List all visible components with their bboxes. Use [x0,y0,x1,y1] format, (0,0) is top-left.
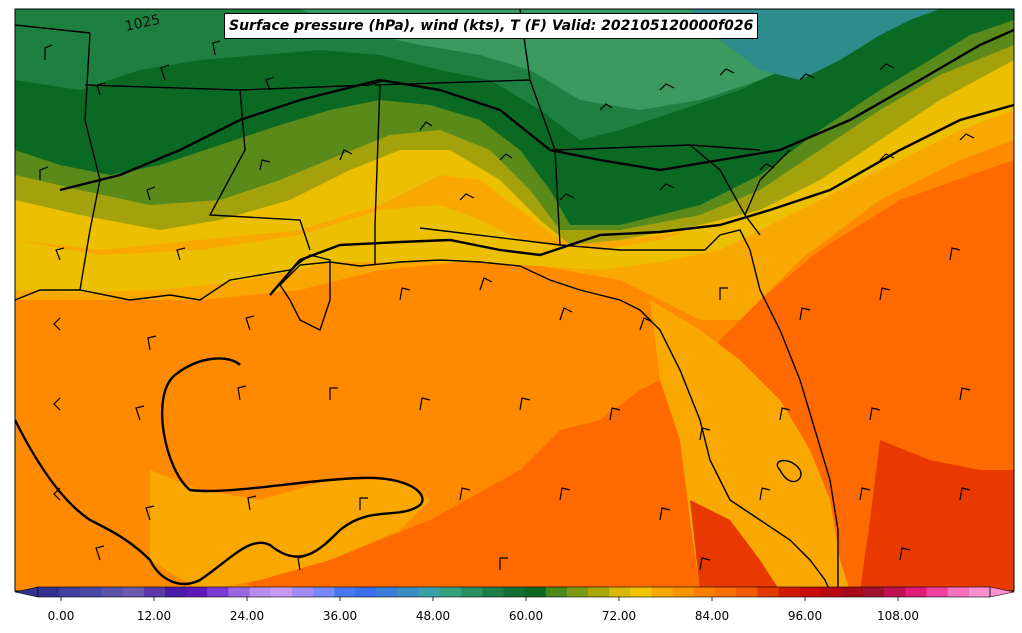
colorbar-swatch [397,587,420,597]
colorbar-tick-label: 84.00 [695,609,729,623]
bay-outline [776,459,802,483]
colorbar-swatch [884,587,906,597]
colorbar-swatch [482,587,504,597]
colorbar-swatch [545,587,568,597]
colorbar-tick-label: 108.00 [877,609,919,623]
colorbar-tick-label: 72.00 [602,609,636,623]
colorbar [14,586,1015,598]
isobar-loop [15,374,424,586]
colorbar-swatch [101,587,124,597]
colorbar-swatch [80,587,102,597]
colorbar-swatch [693,587,716,597]
colorbar-swatch [164,587,187,597]
colorbar-swatch [672,587,695,597]
colorbar-swatch [59,587,81,597]
colorbar-swatch [905,587,928,597]
colorbar-swatch [270,587,293,597]
colorbar-frame [37,586,991,598]
temp-band-red-orange-atlantic [860,440,1014,591]
colorbar-swatch [947,587,970,597]
temp-band-red-orange [690,500,780,591]
colorbar-swatch [313,587,335,597]
colorbar-swatch [820,587,843,597]
colorbar-swatch [714,587,737,597]
colorbar-tick-label: 96.00 [788,609,822,623]
isobar-north [59,28,1014,192]
colorbar-swatch [143,587,166,597]
colorbar-ticks: 0.00 12.00 24.00 36.00 48.00 60.00 72.00… [48,597,919,623]
colorbar-swatch [609,587,631,597]
wind-barbs [39,40,975,571]
colorbar-tick-label: 48.00 [416,609,450,623]
colorbar-tick-label: 24.00 [230,609,264,623]
colorbar-swatch [439,587,462,597]
colorbar-swatch [926,587,949,597]
colorbar-swatch [778,587,801,597]
colorbar-swatch [757,587,779,597]
isobar-central [269,103,1014,296]
colorbar-swatch [841,587,864,597]
colorbar-swatch [566,587,589,597]
gulf-coastline [15,254,831,591]
colorbar-swatch [249,587,272,597]
colorbar-swatch [355,587,377,597]
map-title: Surface pressure (hPa), wind (kts), T (F… [224,13,759,39]
colorbar-swatch [863,587,885,597]
isobar-loop-top [174,357,241,376]
colorbar-swatch [418,587,441,597]
colorbar-swatch [524,587,547,597]
colorbar-swatch [799,587,822,597]
temp-band-orange-lower [15,420,260,591]
colorbar-tick-label: 60.00 [509,609,543,623]
isobar-label-1025: 1025 [124,12,162,35]
colorbar-swatch [228,587,251,597]
isobar-layer [15,28,1014,586]
colorbar-tick-label: 36.00 [323,609,357,623]
atlantic-coastline [704,229,839,591]
colorbar-swatch [461,587,483,597]
colorbar-tick-label: 12.00 [137,609,171,623]
colorbar-swatch [588,587,610,597]
colorbar-swatch [651,587,674,597]
colorbar-swatch [122,587,145,597]
colorbar-swatch [207,587,229,597]
colorbar-swatch [334,587,356,597]
colorbar-swatch [736,587,758,597]
colorbar-swatch [968,587,991,597]
temperature-fill-layer [15,9,1014,591]
colorbar-tick-label: 0.00 [48,609,75,623]
colorbar-swatch [630,587,653,597]
colorbar-swatch [291,587,314,597]
colorbar-swatch [376,587,399,597]
colorbar-swatch [186,587,208,597]
wind-barb-layer [39,40,975,571]
colorbar-swatch [38,587,60,597]
colorbar-swatch [503,587,526,597]
